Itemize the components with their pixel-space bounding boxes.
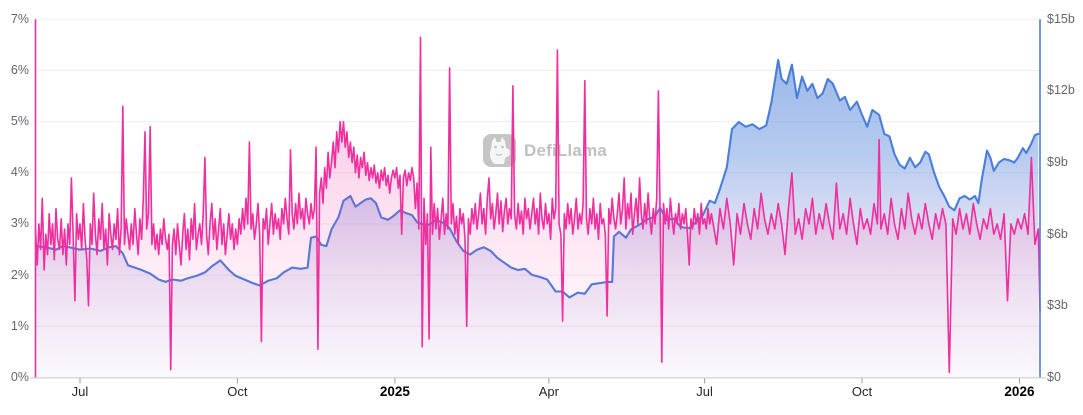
x-axis-tick-marks xyxy=(79,378,1020,384)
pink-series-area xyxy=(35,37,1040,378)
pink-series-line xyxy=(34,36,1041,374)
